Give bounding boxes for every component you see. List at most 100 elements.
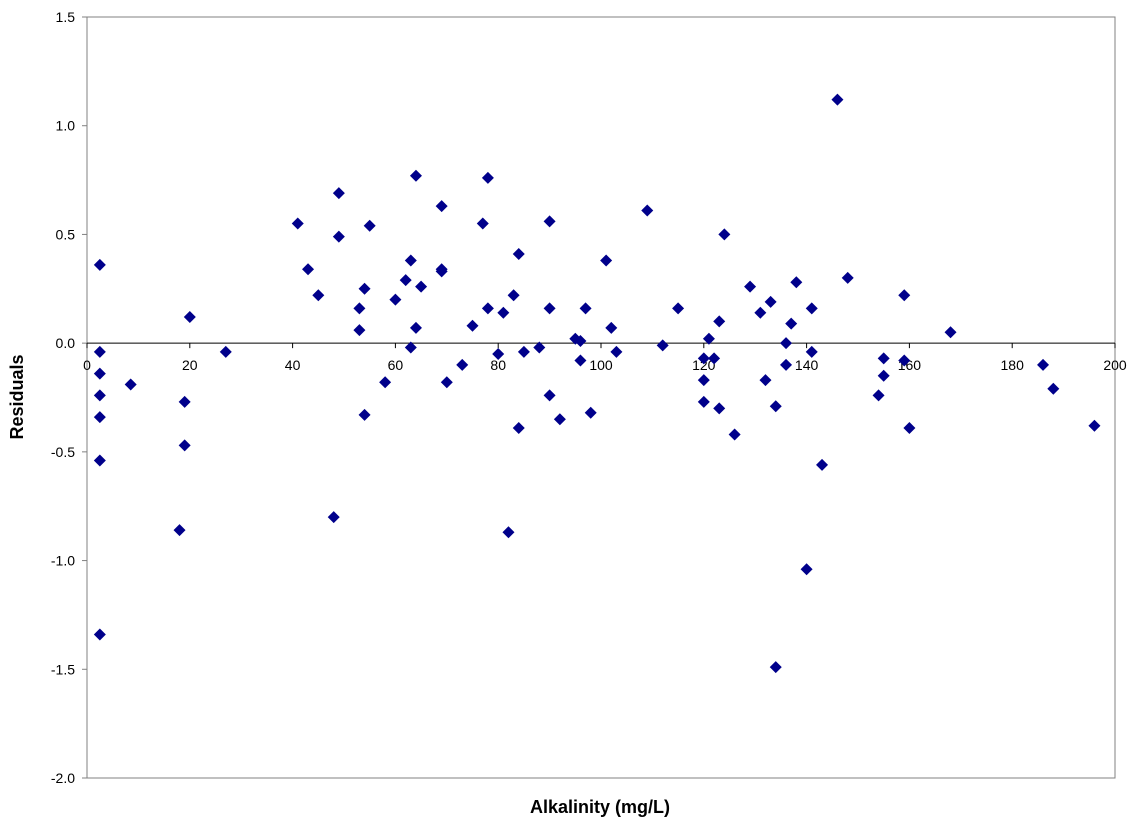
y-tick-label: -1.5 [51, 661, 75, 677]
data-point [805, 302, 818, 315]
x-tick-label: 80 [490, 357, 506, 373]
data-point [702, 332, 715, 345]
y-tick-label: 0.0 [56, 335, 76, 351]
data-point [332, 230, 345, 243]
data-point [877, 369, 890, 382]
data-point [358, 408, 371, 421]
data-point [1088, 419, 1101, 432]
data-point [841, 271, 854, 284]
data-point [440, 376, 453, 389]
data-point [764, 295, 777, 308]
data-point [697, 395, 710, 408]
data-point [600, 254, 613, 267]
x-tick-label: 40 [285, 357, 301, 373]
data-point [718, 228, 731, 241]
x-axis-title: Alkalinity (mg/L) [530, 797, 670, 817]
x-tick-label: 20 [182, 357, 198, 373]
data-point [641, 204, 654, 217]
data-point [507, 289, 520, 302]
x-tick-label: 120 [692, 357, 716, 373]
data-point [93, 628, 106, 641]
data-point [605, 321, 618, 334]
x-tick-label: 140 [795, 357, 819, 373]
data-point [754, 306, 767, 319]
data-point [944, 326, 957, 339]
y-tick-label: -2.0 [51, 770, 75, 786]
data-point [898, 289, 911, 302]
data-point [790, 276, 803, 289]
data-point [800, 563, 813, 576]
data-point [533, 341, 546, 354]
data-point [769, 400, 782, 413]
data-point [903, 421, 916, 434]
data-point [492, 348, 505, 361]
data-point [672, 302, 685, 315]
data-point [481, 171, 494, 184]
data-point [574, 334, 587, 347]
data-point [543, 389, 556, 402]
data-point [93, 367, 106, 380]
data-point [409, 321, 422, 334]
data-point [404, 254, 417, 267]
data-point [327, 511, 340, 524]
data-point [363, 219, 376, 232]
x-tick-label: 0 [83, 357, 91, 373]
data-point [173, 524, 186, 537]
data-point [816, 458, 829, 471]
data-point [759, 374, 772, 387]
data-point [93, 345, 106, 358]
data-point [219, 345, 232, 358]
data-point [399, 274, 412, 287]
y-tick-label: -0.5 [51, 444, 75, 460]
data-point [476, 217, 489, 230]
data-point [574, 354, 587, 367]
data-point [379, 376, 392, 389]
data-point [553, 413, 566, 426]
data-point [302, 263, 315, 276]
data-point [93, 454, 106, 467]
data-point [353, 324, 366, 337]
data-point [579, 302, 592, 315]
data-point [456, 358, 469, 371]
plot-area-border [86, 16, 1116, 779]
data-point [1047, 382, 1060, 395]
data-point [353, 302, 366, 315]
data-point [93, 411, 106, 424]
data-point [466, 319, 479, 332]
y-tick-label: -1.0 [51, 553, 75, 569]
data-point [713, 402, 726, 415]
data-point [713, 315, 726, 328]
data-point [543, 215, 556, 228]
data-point [481, 302, 494, 315]
y-tick-label: 1.5 [56, 9, 76, 25]
data-point [404, 341, 417, 354]
data-point [435, 200, 448, 213]
y-tick-label: 0.5 [56, 226, 76, 242]
data-point [1037, 358, 1050, 371]
data-point [178, 395, 191, 408]
data-point [769, 661, 782, 674]
data-point [178, 439, 191, 452]
data-point [785, 317, 798, 330]
data-point [728, 428, 741, 441]
data-point [831, 93, 844, 106]
data-point [435, 265, 448, 278]
data-point [358, 282, 371, 295]
data-point [291, 217, 304, 230]
data-point [93, 258, 106, 271]
data-point [584, 406, 597, 419]
data-point [183, 311, 196, 324]
x-tick-label: 100 [589, 357, 613, 373]
data-point [708, 352, 721, 365]
data-point [898, 354, 911, 367]
y-tick-label: 1.0 [56, 118, 76, 134]
data-point [389, 293, 402, 306]
data-point [415, 280, 428, 293]
data-point [502, 526, 515, 539]
data-point [332, 187, 345, 200]
x-tick-label: 200 [1103, 357, 1127, 373]
data-point [697, 352, 710, 365]
data-point [697, 374, 710, 387]
